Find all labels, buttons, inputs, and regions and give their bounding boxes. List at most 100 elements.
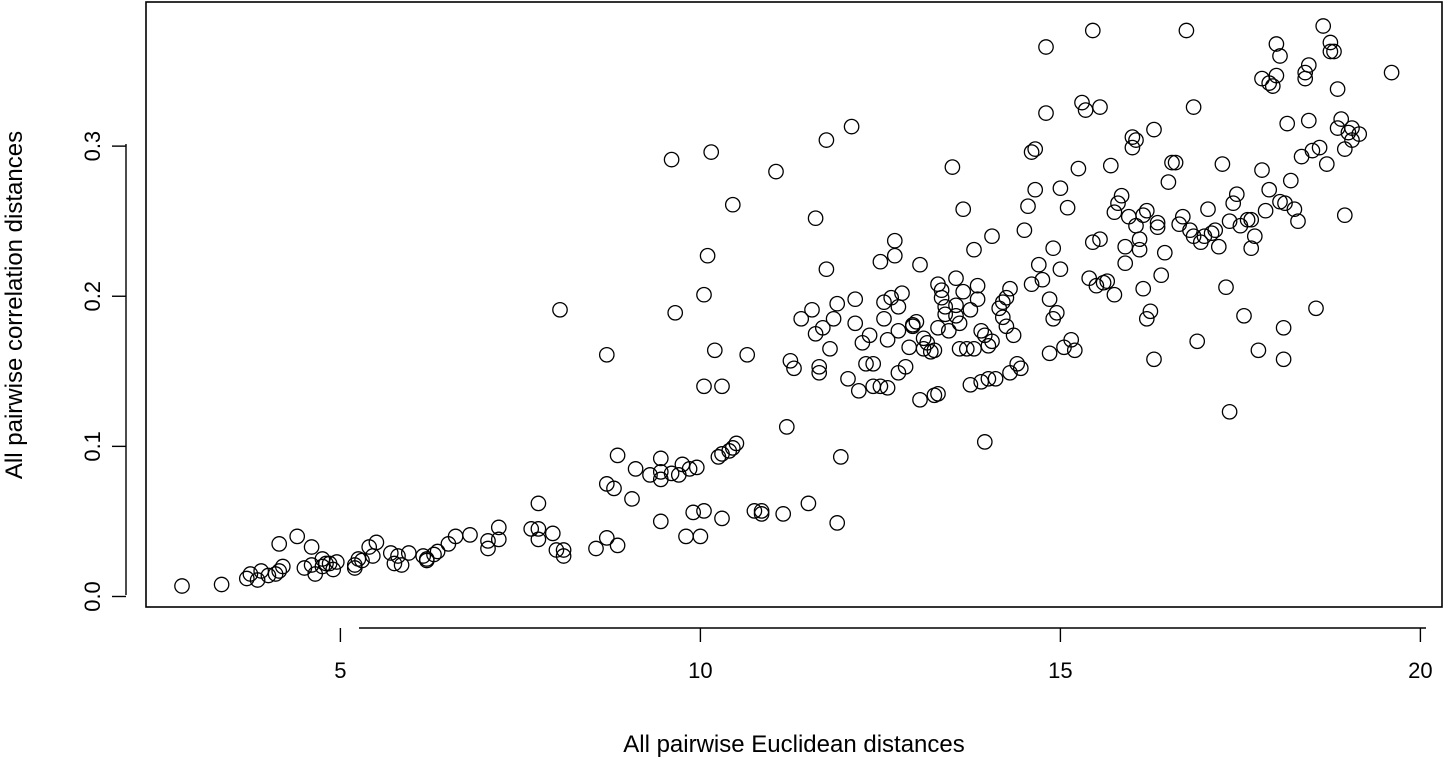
data-point <box>829 515 846 531</box>
x-axis-title: All pairwise Euclidean distances <box>623 731 965 758</box>
y-axis: 0.0 0.1 0.2 0.3 <box>80 131 127 612</box>
data-point <box>915 330 932 347</box>
data-point <box>1066 342 1083 359</box>
data-point <box>728 435 745 452</box>
data-point <box>775 506 792 522</box>
data-point <box>703 144 720 160</box>
data-point <box>951 315 968 332</box>
data-point <box>1218 279 1234 296</box>
data-point <box>663 465 680 482</box>
data-point <box>1027 181 1044 198</box>
data-point <box>994 309 1011 326</box>
data-point <box>1236 307 1252 324</box>
data-point <box>786 360 802 377</box>
data-point <box>1135 280 1152 297</box>
data-point <box>1138 310 1155 327</box>
data-point <box>598 346 615 363</box>
data-point <box>1282 172 1299 189</box>
data-point <box>271 536 288 552</box>
data-point <box>998 289 1015 306</box>
data-point <box>1034 271 1051 288</box>
data-point <box>627 461 644 477</box>
data-point <box>1084 22 1101 39</box>
data-point <box>782 352 799 369</box>
data-point <box>800 495 817 512</box>
data-point <box>1333 111 1350 127</box>
data-point <box>980 337 997 354</box>
data-point <box>681 461 698 477</box>
data-point <box>1336 141 1353 157</box>
data-point <box>890 322 907 339</box>
data-point <box>912 391 928 408</box>
data-point <box>1016 222 1033 239</box>
data-point <box>897 358 914 375</box>
data-point <box>555 548 572 564</box>
data-point <box>908 313 925 330</box>
data-point <box>1311 139 1328 156</box>
data-point <box>462 527 478 543</box>
data-point <box>858 355 874 372</box>
data-point <box>426 546 442 563</box>
data-point <box>1326 43 1342 60</box>
data-point <box>872 378 889 395</box>
data-point <box>1131 241 1148 258</box>
data-point <box>987 370 1004 387</box>
data-point <box>1074 94 1090 111</box>
x-tick-label: 15 <box>1048 658 1072 683</box>
data-point <box>364 548 381 564</box>
data-point <box>724 440 741 456</box>
data-point <box>1297 64 1314 81</box>
data-point <box>1286 201 1303 218</box>
data-point <box>1340 124 1357 141</box>
data-point <box>778 419 795 435</box>
data-point <box>901 339 918 356</box>
data-point <box>706 342 723 359</box>
data-point <box>652 450 669 467</box>
data-point <box>1254 162 1270 178</box>
data-point <box>1052 261 1069 278</box>
data-point <box>811 358 828 375</box>
data-point <box>886 232 903 249</box>
data-point <box>1138 202 1155 219</box>
data-point <box>994 294 1011 311</box>
data-point <box>937 298 954 315</box>
data-point <box>1275 351 1292 368</box>
y-tick-label: 0.2 <box>80 281 105 312</box>
data-point <box>1160 174 1177 190</box>
data-point <box>552 301 568 318</box>
data-point <box>1178 22 1195 39</box>
data-point <box>1045 240 1062 257</box>
data-point <box>652 464 669 480</box>
data-point <box>886 247 903 264</box>
data-point <box>382 545 399 561</box>
data-point <box>930 319 946 336</box>
data-point <box>692 528 709 545</box>
data-point <box>746 503 763 519</box>
data-point <box>1221 403 1238 420</box>
data-point <box>940 322 957 339</box>
data-point <box>714 510 730 527</box>
data-point <box>912 256 928 273</box>
data-point <box>415 548 432 564</box>
data-point <box>1174 208 1191 225</box>
data-point <box>1167 154 1184 171</box>
data-point <box>1124 139 1141 156</box>
y-axis-title: All pairwise correlation distances <box>1 131 28 479</box>
data-point <box>930 385 946 402</box>
data-point <box>1243 211 1260 228</box>
data-point <box>1207 222 1224 239</box>
data-point <box>843 118 860 135</box>
data-point <box>1308 300 1324 317</box>
data-point <box>696 286 712 303</box>
data-point <box>685 504 702 521</box>
data-point <box>328 554 345 570</box>
data-point <box>1023 276 1040 293</box>
data-point <box>1153 267 1170 284</box>
data-point <box>544 525 561 542</box>
data-point <box>714 378 730 395</box>
data-point <box>1246 228 1263 245</box>
data-point <box>710 449 727 465</box>
data-point <box>1149 214 1166 231</box>
data-point <box>696 503 712 519</box>
